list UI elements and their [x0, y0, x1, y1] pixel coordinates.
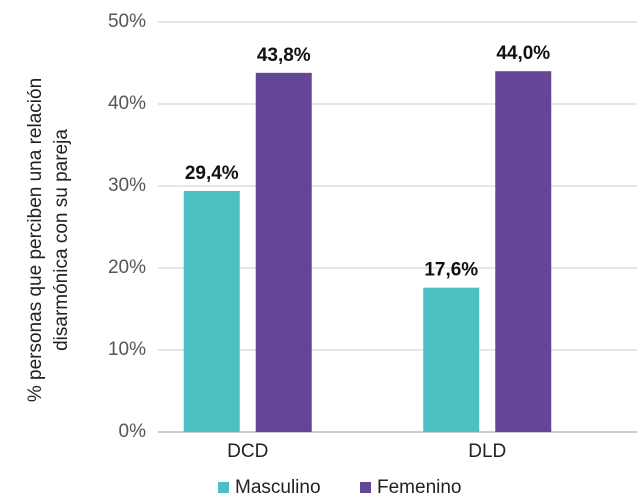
- y-tick-label: 0%: [119, 421, 147, 442]
- data-label: 43,8%: [257, 45, 311, 66]
- legend-label: Masculino: [235, 477, 321, 494]
- y-tick-label: 50%: [108, 11, 146, 32]
- bar: [495, 71, 552, 432]
- y-tick-label: 20%: [108, 257, 146, 278]
- legend-label: Femenino: [377, 477, 462, 494]
- x-tick-label: DCD: [227, 441, 268, 462]
- data-label: 29,4%: [185, 163, 239, 184]
- y-tick-label: 40%: [108, 93, 146, 114]
- y-axis-title-line: disarmónica con su pareja: [51, 129, 72, 351]
- y-tick-label: 30%: [108, 175, 146, 196]
- legend-swatch: [218, 482, 229, 493]
- bar: [183, 190, 240, 432]
- data-label: 44,0%: [496, 43, 550, 64]
- y-tick-label: 10%: [108, 339, 146, 360]
- y-axis-title-line: % personas que perciben una relación: [25, 78, 46, 402]
- bar: [255, 72, 312, 432]
- data-label: 17,6%: [424, 260, 478, 281]
- legend-swatch: [360, 482, 371, 493]
- bar: [423, 287, 480, 432]
- x-tick-label: DLD: [468, 441, 506, 462]
- y-axis-title: % personas que perciben una relación dis…: [25, 78, 72, 402]
